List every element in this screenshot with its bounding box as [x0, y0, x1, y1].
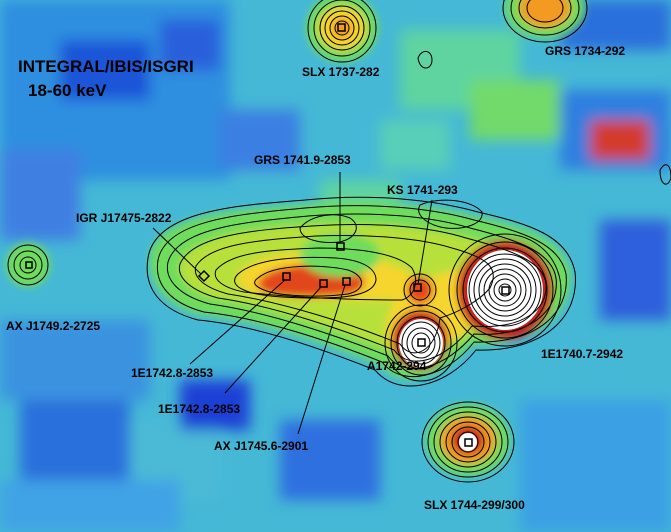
- marker-slx-1737-282: [337, 23, 346, 32]
- label-leader-lines: [152, 172, 433, 435]
- marker-ax-j1749: [25, 261, 33, 269]
- label-igr-j17475-2822: IGR J17475-2822: [76, 211, 172, 225]
- label-1e1742-8-2853-b: 1E1742.8-2853: [158, 402, 240, 416]
- intensity-contours: [7, 0, 671, 483]
- label-slx-1737-282: SLX 1737-282: [302, 65, 380, 79]
- instrument-label: INTEGRAL/IBIS/ISGRI: [18, 57, 194, 76]
- marker-igr-j17475: [197, 269, 211, 283]
- marker-slx-1744: [464, 438, 473, 447]
- label-a1742-294: A1742-294: [367, 359, 427, 373]
- 1e1740-core: [467, 250, 543, 330]
- label-grs-1741-9-2853: GRS 1741.9-2853: [254, 153, 351, 167]
- label-ax-j1749-2-2725: AX J1749.2-2725: [6, 319, 100, 333]
- label-1e1740-7-2942: 1E1740.7-2942: [541, 347, 623, 361]
- marker-1e1740: [501, 286, 510, 295]
- energy-band-label: 18-60 keV: [28, 81, 107, 100]
- source-markers: [25, 23, 510, 447]
- marker-ks-1741: [413, 283, 422, 292]
- label-slx-1744-299-300: SLX 1744-299/300: [424, 498, 525, 512]
- label-ax-j1745-6-2901: AX J1745.6-2901: [214, 439, 308, 453]
- marker-a1742: [417, 338, 426, 347]
- marker-1e1742-a: [282, 272, 291, 281]
- a1742-core: [399, 319, 443, 367]
- label-1e1742-8-2853-a: 1E1742.8-2853: [131, 366, 213, 380]
- label-ks-1741-293: KS 1741-293: [387, 183, 458, 197]
- label-grs-1734-292: GRS 1734-292: [545, 44, 625, 58]
- slx1744-core: [459, 433, 477, 451]
- marker-ax-j1745: [342, 277, 351, 286]
- marker-grs-1741: [336, 242, 345, 251]
- marker-1e1742-b: [319, 279, 328, 288]
